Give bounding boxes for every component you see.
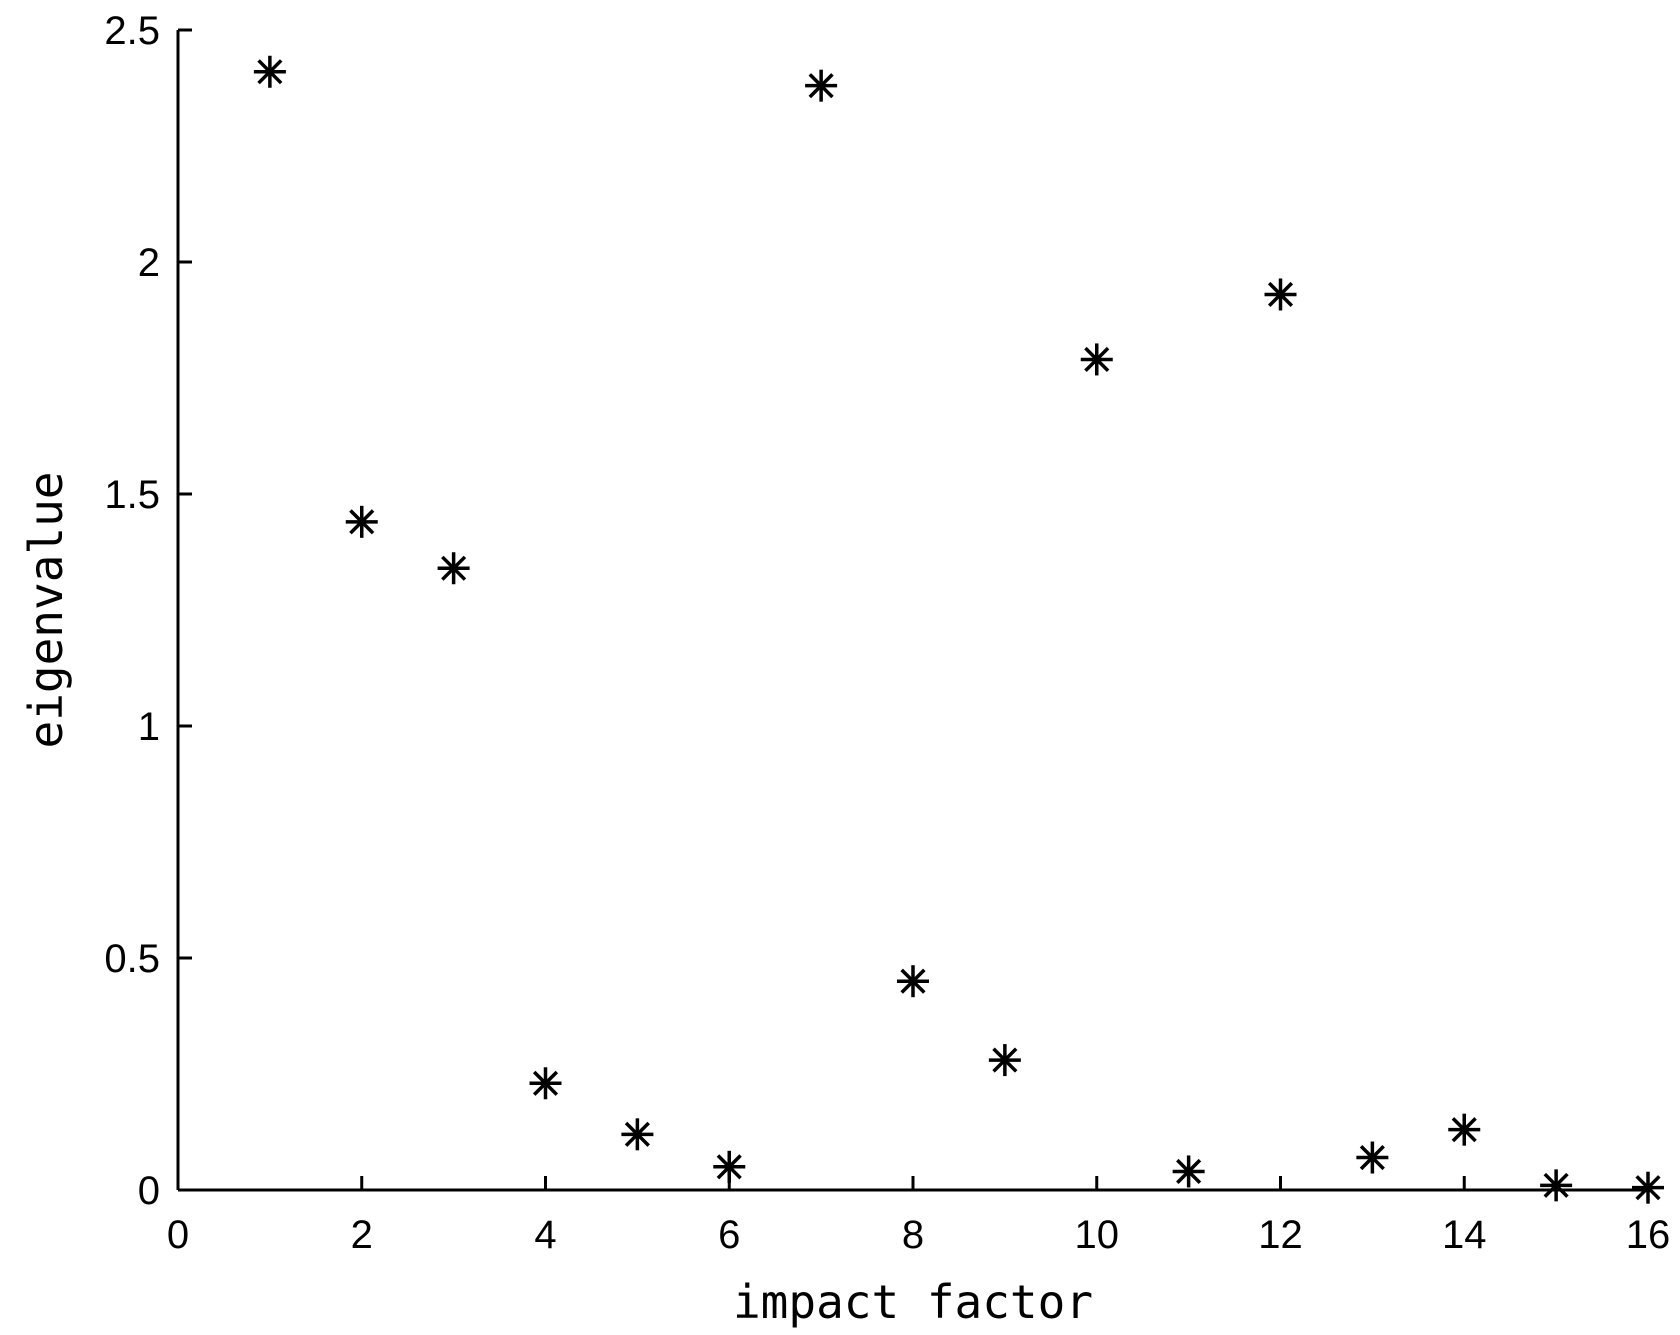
data-point bbox=[621, 1118, 654, 1151]
x-ticks: 0 2 4 6 8 10 12 14 16 bbox=[167, 1176, 1670, 1257]
y-tick-label: 2 bbox=[138, 241, 160, 285]
x-tick-label: 8 bbox=[902, 1213, 924, 1257]
data-point bbox=[1540, 1169, 1573, 1202]
data-point bbox=[805, 69, 838, 102]
y-tick-label: 1.5 bbox=[104, 473, 160, 517]
axes bbox=[176, 30, 1648, 1192]
x-tick-label: 2 bbox=[351, 1213, 373, 1257]
data-point bbox=[345, 505, 378, 538]
data-point bbox=[529, 1067, 562, 1100]
data-point bbox=[1080, 343, 1113, 376]
data-points bbox=[253, 55, 1664, 1204]
data-point bbox=[1172, 1155, 1205, 1188]
y-tick-label: 0 bbox=[138, 1169, 160, 1213]
y-tick-label: 1 bbox=[138, 705, 160, 749]
data-point bbox=[253, 55, 286, 88]
data-point bbox=[437, 552, 470, 585]
y-tick-label: 0.5 bbox=[104, 937, 160, 981]
x-tick-label: 6 bbox=[718, 1213, 740, 1257]
x-tick-label: 14 bbox=[1442, 1213, 1487, 1257]
data-point bbox=[713, 1150, 746, 1183]
x-tick-label: 0 bbox=[167, 1213, 189, 1257]
y-ticks: 0 0.5 1 1.5 2 2.5 bbox=[104, 9, 192, 1213]
y-tick-label: 2.5 bbox=[104, 9, 160, 53]
x-tick-label: 16 bbox=[1626, 1213, 1671, 1257]
data-point bbox=[988, 1044, 1021, 1077]
y-axis-label: eigenvalue bbox=[19, 472, 73, 749]
data-point bbox=[1356, 1141, 1389, 1174]
x-tick-label: 4 bbox=[534, 1213, 556, 1257]
data-point bbox=[1264, 278, 1297, 311]
x-axis-label: impact factor bbox=[733, 1275, 1093, 1329]
data-point bbox=[1632, 1171, 1664, 1204]
data-point bbox=[1448, 1113, 1481, 1146]
data-point bbox=[897, 965, 929, 998]
x-tick-label: 12 bbox=[1258, 1213, 1303, 1257]
x-tick-label: 10 bbox=[1075, 1213, 1120, 1257]
